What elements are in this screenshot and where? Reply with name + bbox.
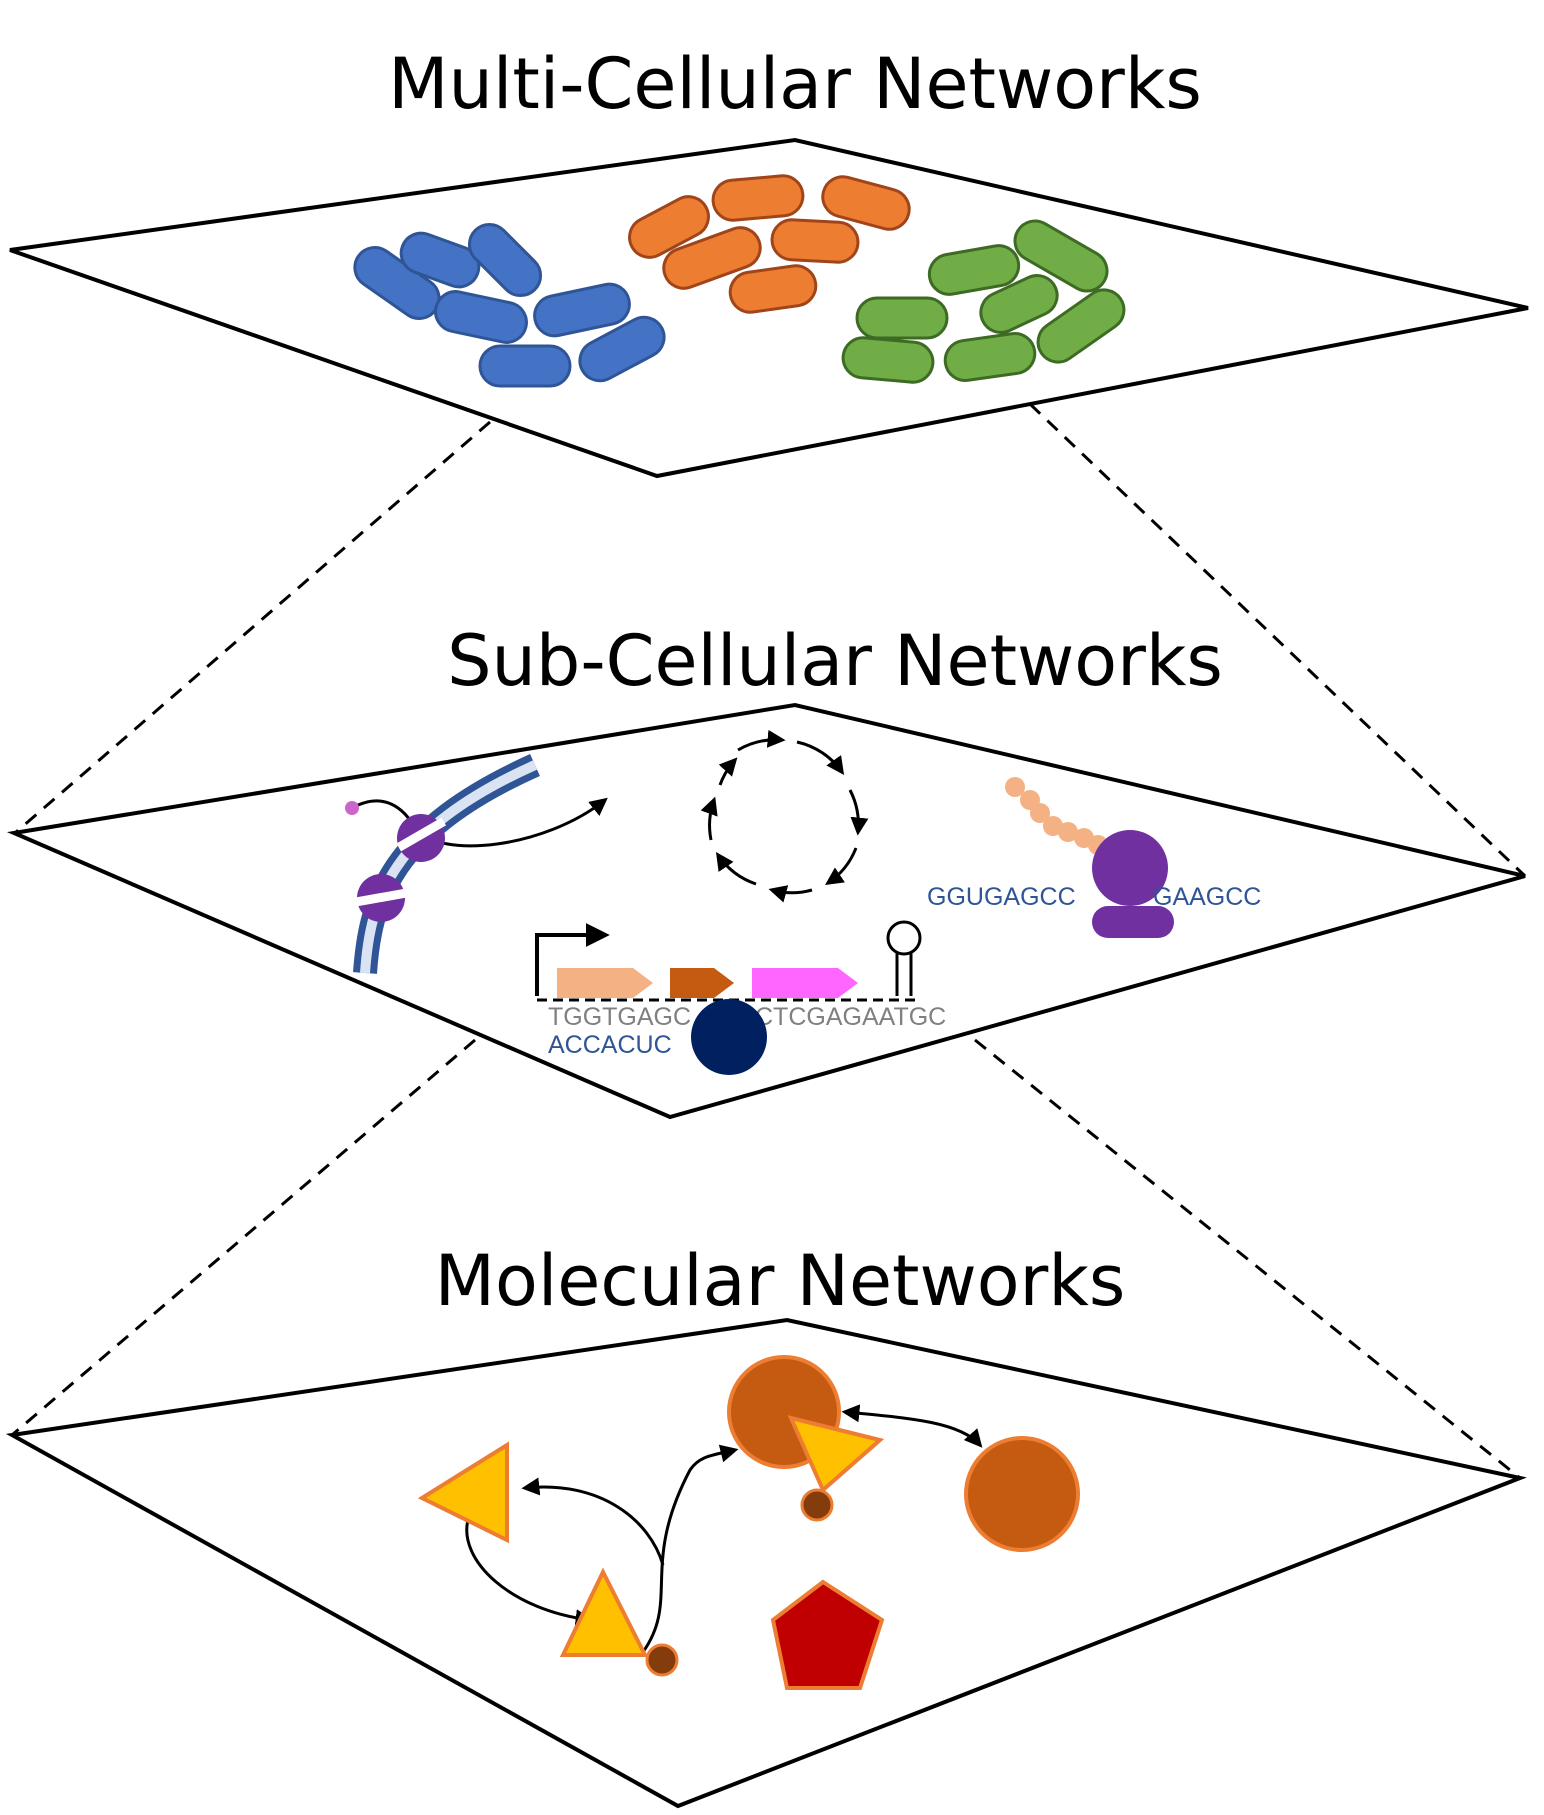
mrna-strand-inner bbox=[360, 760, 538, 974]
gene-brown-cds bbox=[670, 968, 734, 998]
blue-bacterium bbox=[478, 344, 572, 388]
ribosome-icon bbox=[354, 814, 447, 922]
orange-bacterium bbox=[711, 174, 805, 222]
rna-sequence-tail: GAAGCC bbox=[1153, 883, 1261, 911]
ligand-dot bbox=[645, 1643, 679, 1677]
molecular-interactions bbox=[465, 1404, 983, 1653]
protein-large-subunit bbox=[1092, 830, 1168, 906]
interaction-arrow bbox=[521, 1477, 665, 1566]
green-bacterium bbox=[855, 296, 949, 340]
gene-pink-cds bbox=[752, 968, 858, 998]
orange-bacteria-colony bbox=[628, 174, 911, 314]
zoom-connectors bbox=[11, 402, 1527, 1480]
green-bacteria-colony bbox=[841, 219, 1126, 384]
triangle-molecule bbox=[417, 1441, 509, 1544]
ligand-dot bbox=[800, 1488, 834, 1522]
peptide-beads bbox=[1005, 777, 1108, 855]
molecular-title: Molecular Networks bbox=[435, 1240, 1126, 1322]
green-bacterium bbox=[943, 332, 1037, 382]
connector-top-left bbox=[14, 420, 491, 835]
blue-bacterium bbox=[578, 315, 666, 383]
molecular-plane bbox=[5, 1317, 1527, 1809]
green-bacterium bbox=[979, 274, 1059, 334]
orange-bacterium bbox=[728, 264, 818, 314]
gene-peach-cds bbox=[557, 968, 653, 998]
interaction-arrow bbox=[841, 1404, 983, 1448]
green-bacterium bbox=[1013, 219, 1109, 293]
molecules bbox=[417, 1355, 1080, 1690]
connector-mid-left bbox=[11, 1038, 476, 1437]
sub-cellular-title: Sub-Cellular Networks bbox=[447, 620, 1223, 702]
blue-bacterium bbox=[467, 222, 543, 298]
blue-bacterium bbox=[399, 231, 481, 289]
green-bacterium bbox=[927, 244, 1021, 296]
green-bacterium bbox=[841, 336, 935, 384]
orange-bacterium bbox=[628, 195, 710, 259]
connector-top-right bbox=[1028, 402, 1527, 878]
triangle-molecule bbox=[787, 1415, 885, 1494]
feedback-cycle-icon bbox=[700, 729, 869, 903]
terminator-icon bbox=[886, 920, 922, 996]
promoter-arrow bbox=[535, 923, 610, 996]
connector-mid-right bbox=[974, 1038, 1521, 1480]
blue-bacterium bbox=[434, 290, 528, 344]
rna-sequence: GGUGAGCC bbox=[927, 883, 1076, 911]
gene-circuit: TGGTGAGC CTCGAGAATGC ACCACUC bbox=[535, 920, 946, 1075]
sub-cellular-plane bbox=[6, 702, 1526, 1120]
polypeptide-start-dot bbox=[345, 801, 359, 815]
protein-small-subunit bbox=[1092, 906, 1174, 938]
orange-bacterium bbox=[770, 218, 860, 264]
orange-bacterium bbox=[662, 226, 762, 290]
translation-strand bbox=[345, 754, 608, 974]
dna-top-sequence-tail: CTCGAGAATGC bbox=[755, 1003, 946, 1031]
multi-cellular-title: Multi-Cellular Networks bbox=[388, 43, 1202, 125]
green-bacterium bbox=[1036, 288, 1126, 364]
dna-top-sequence: TGGTGAGC bbox=[548, 1003, 691, 1031]
interaction-arrow bbox=[465, 1519, 594, 1628]
rna-binding-protein: GGUGAGCC GAAGCC bbox=[927, 777, 1261, 938]
pentagon-molecule bbox=[770, 1579, 885, 1690]
orange-bacterium bbox=[821, 175, 911, 231]
triangle-molecule bbox=[559, 1567, 649, 1657]
polymerase-icon bbox=[691, 999, 767, 1075]
circle-molecule bbox=[964, 1436, 1080, 1552]
blue-bacteria-colony bbox=[353, 222, 666, 388]
interaction-arrow bbox=[641, 1444, 739, 1653]
dna-bottom-sequence: ACCACUC bbox=[548, 1031, 672, 1059]
